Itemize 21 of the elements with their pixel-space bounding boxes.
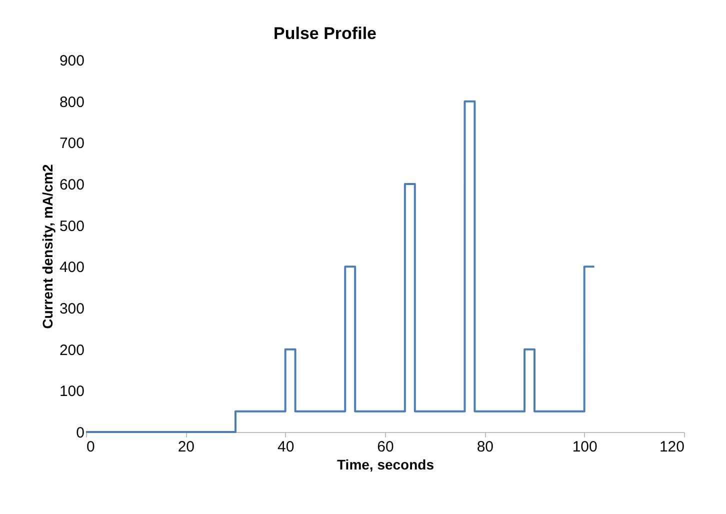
y-tick-label: 0	[76, 424, 84, 442]
y-tick-label: 200	[59, 342, 84, 359]
y-axis-title: Current density, mA/cm2	[39, 164, 56, 329]
x-tick-label: 60	[377, 438, 394, 456]
y-tick-label: 800	[59, 94, 84, 111]
y-tick-label: 700	[59, 135, 84, 152]
x-tick-label: 80	[476, 438, 494, 456]
y-tick-label: 400	[59, 259, 84, 276]
y-tick-label: 500	[59, 218, 84, 235]
x-tick-label: 20	[178, 438, 195, 456]
x-tick-label: 0	[86, 438, 95, 456]
y-tick-label: 100	[59, 383, 84, 400]
y-tick-label: 900	[59, 52, 84, 70]
x-axis-title: Time, seconds	[336, 456, 434, 472]
x-tick-label: 100	[572, 438, 598, 456]
y-tick-label: 300	[59, 300, 84, 318]
x-tick-label: 120	[659, 438, 684, 456]
chart-title: Pulse Profile	[274, 24, 376, 43]
x-tick-label: 40	[277, 438, 294, 456]
y-tick-label: 600	[59, 176, 84, 194]
line-series	[85, 100, 596, 433]
